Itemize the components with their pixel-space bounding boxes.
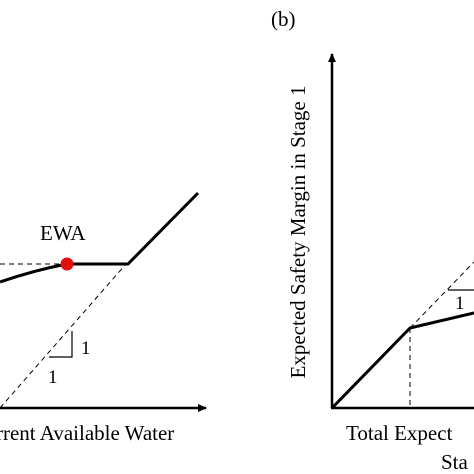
panel-a-slope-run-label: 1	[48, 367, 58, 388]
panel-b-reference-line	[409, 261, 474, 329]
panel-b-x-axis-label: Total Expect	[346, 421, 453, 445]
panel-a-slope-rise-label: 1	[81, 338, 91, 359]
panel-b-y-axis-label: Expected Safety Margin in Stage 1	[286, 86, 310, 379]
panel-a-ewa-label: EWA	[40, 221, 86, 245]
panel-a-x-axis-label: rrent Available Water	[0, 421, 174, 445]
panel-b-tag: (b)	[271, 7, 296, 31]
panel-a: EWA 1 1 rrent Available Water	[0, 191, 207, 445]
panel-a-slope-triangle	[49, 331, 73, 358]
panel-a-main-curve	[0, 191, 200, 284]
panel-b-main-curve	[331, 311, 474, 409]
panel-a-reference-line	[0, 263, 127, 409]
panel-b: (b) Expected Safety Margin in Stage 1 1 …	[271, 7, 474, 474]
panel-b-slope-label: 1	[455, 293, 465, 314]
panel-b-x-axis-label-line2: Sta	[441, 450, 469, 474]
panel-a-ewa-point	[60, 257, 74, 271]
